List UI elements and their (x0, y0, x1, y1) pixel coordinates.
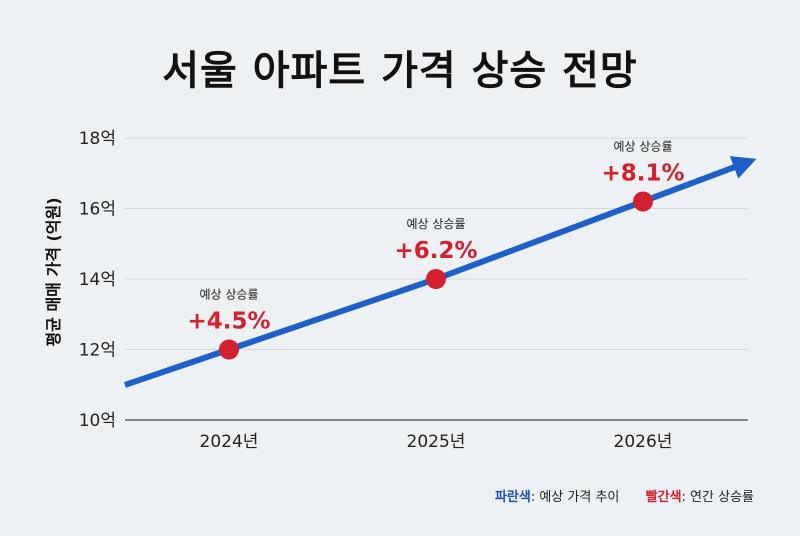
legend-blue-desc: : 예상 가격 추이 (530, 490, 620, 505)
y-tick-label: 14억 (79, 270, 116, 290)
legend: 파란색: 예상 가격 추이 빨간색: 연간 상승률 (495, 486, 754, 505)
x-tick-label: 2025년 (407, 432, 466, 452)
annotation-value: +8.1% (601, 160, 684, 186)
y-tick-label: 12억 (79, 341, 116, 361)
legend-red-desc: : 연간 상승률 (681, 490, 754, 505)
legend-red-key: 빨간색 (645, 490, 682, 505)
y-tick-label: 18억 (79, 129, 116, 149)
annotation-label: 예상 상승률 (199, 288, 258, 302)
annotation-label: 예상 상승률 (613, 139, 672, 153)
y-axis-ticks: 10억 12억 14억 16억 18억 (79, 129, 116, 431)
y-tick-label: 16억 (79, 200, 116, 220)
annotation-value: +6.2% (394, 238, 477, 264)
legend-blue-key: 파란색 (494, 490, 531, 505)
chart-title: 서울 아파트 가격 상승 전망 (162, 48, 638, 94)
data-point (633, 191, 653, 212)
data-point (426, 269, 446, 289)
x-tick-label: 2024년 (200, 432, 259, 452)
y-tick-label: 10억 (79, 411, 116, 431)
y-axis-label: 평균 매매 가격 (억원) (44, 197, 63, 346)
x-axis-ticks: 2024년 2025년 2026년 (200, 432, 673, 452)
x-tick-label: 2026년 (614, 432, 673, 452)
annotation-value: +4.5% (187, 309, 270, 335)
data-point (219, 339, 239, 360)
annotation-layer: 예상 상승률 +4.5% 예상 상승률 +6.2% 예상 상승률 +8.1% (187, 139, 685, 360)
annotation-label: 예상 상승률 (406, 217, 465, 231)
